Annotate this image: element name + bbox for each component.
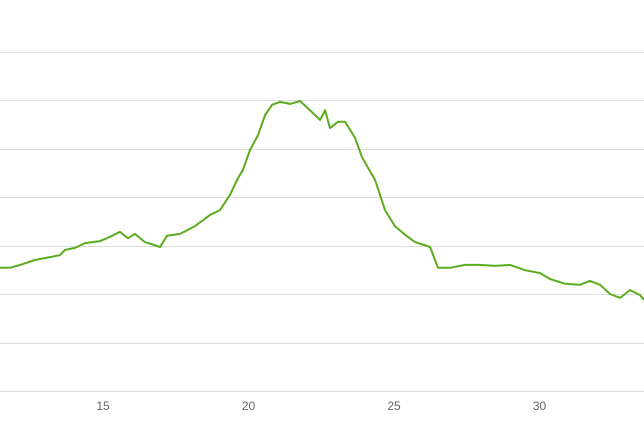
x-tick-label: 30 — [533, 399, 547, 413]
data-line — [0, 100, 644, 301]
x-tick-label: 15 — [96, 399, 110, 413]
x-tick-label: 25 — [387, 399, 401, 413]
x-tick-label: 20 — [242, 399, 256, 413]
